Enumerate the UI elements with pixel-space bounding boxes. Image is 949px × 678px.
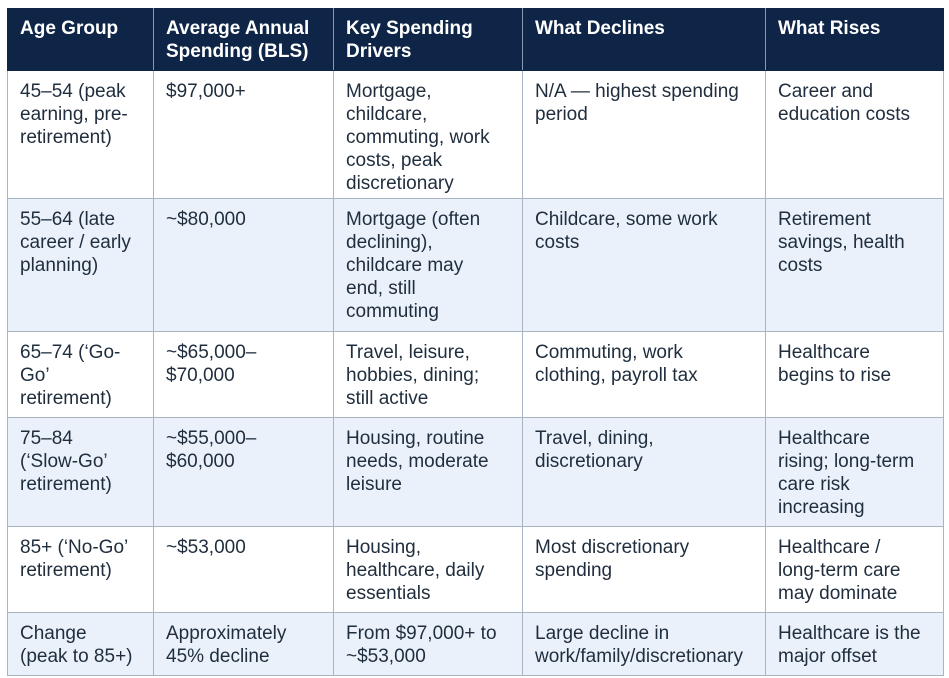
table-row: 55–64 (late career / early planning) ~$8… — [7, 198, 944, 332]
cell-what-declines: Large decline in work/family/discretiona… — [522, 612, 766, 676]
cell-age-group: Change (peak to 85+) — [7, 612, 154, 676]
table-body: 45–54 (peak earning, pre- retirement) $9… — [7, 70, 944, 676]
cell-key-drivers: Mortgage, childcare, commuting, work cos… — [333, 70, 523, 199]
cell-age-group: 45–54 (peak earning, pre- retirement) — [7, 70, 154, 199]
cell-age-group: 65–74 (‘Go- Go’ retirement) — [7, 331, 154, 418]
cell-key-drivers: From $97,000+ to ~$53,000 — [333, 612, 523, 676]
table-row: Change (peak to 85+) Approximately 45% d… — [7, 612, 944, 676]
cell-what-rises: Healthcare rising; long-term care risk i… — [765, 417, 944, 527]
cell-average-spending: Approximately 45% decline — [153, 612, 334, 676]
cell-age-group: 55–64 (late career / early planning) — [7, 198, 154, 332]
cell-key-drivers: Travel, leisure, hobbies, dining; still … — [333, 331, 523, 418]
cell-average-spending: ~$65,000– $70,000 — [153, 331, 334, 418]
cell-what-rises: Healthcare begins to rise — [765, 331, 944, 418]
cell-what-rises: Retirement savings, health costs — [765, 198, 944, 332]
header-what-declines: What Declines — [522, 8, 766, 71]
cell-age-group: 75–84 (‘Slow-Go’ retirement) — [7, 417, 154, 527]
cell-what-declines: N/A — highest spending period — [522, 70, 766, 199]
cell-what-declines: Travel, dining, discretionary — [522, 417, 766, 527]
cell-what-declines: Childcare, some work costs — [522, 198, 766, 332]
cell-average-spending: ~$55,000– $60,000 — [153, 417, 334, 527]
cell-what-declines: Most discretionary spending — [522, 526, 766, 613]
table-row: 75–84 (‘Slow-Go’ retirement) ~$55,000– $… — [7, 417, 944, 527]
header-key-spending-drivers: Key Spending Drivers — [333, 8, 523, 71]
table-header: Age Group Average Annual Spending (BLS) … — [7, 8, 944, 71]
table-row: 85+ (‘No-Go’ retirement) ~$53,000 Housin… — [7, 526, 944, 613]
cell-what-rises: Career and education costs — [765, 70, 944, 199]
cell-key-drivers: Housing, routine needs, moderate leisure — [333, 417, 523, 527]
header-average-annual-spending: Average Annual Spending (BLS) — [153, 8, 334, 71]
cell-age-group: 85+ (‘No-Go’ retirement) — [7, 526, 154, 613]
table-row: 65–74 (‘Go- Go’ retirement) ~$65,000– $7… — [7, 331, 944, 418]
header-what-rises: What Rises — [765, 8, 944, 71]
table-row: 45–54 (peak earning, pre- retirement) $9… — [7, 70, 944, 199]
cell-key-drivers: Mortgage (often declining), childcare ma… — [333, 198, 523, 332]
cell-key-drivers: Housing, healthcare, daily essentials — [333, 526, 523, 613]
header-row: Age Group Average Annual Spending (BLS) … — [7, 8, 944, 71]
cell-what-declines: Commuting, work clothing, payroll tax — [522, 331, 766, 418]
cell-what-rises: Healthcare / long-term care may dominate — [765, 526, 944, 613]
cell-average-spending: ~$80,000 — [153, 198, 334, 332]
cell-average-spending: $97,000+ — [153, 70, 334, 199]
cell-average-spending: ~$53,000 — [153, 526, 334, 613]
cell-what-rises: Healthcare is the major offset — [765, 612, 944, 676]
spending-by-age-table: Age Group Average Annual Spending (BLS) … — [7, 8, 944, 676]
header-age-group: Age Group — [7, 8, 154, 71]
